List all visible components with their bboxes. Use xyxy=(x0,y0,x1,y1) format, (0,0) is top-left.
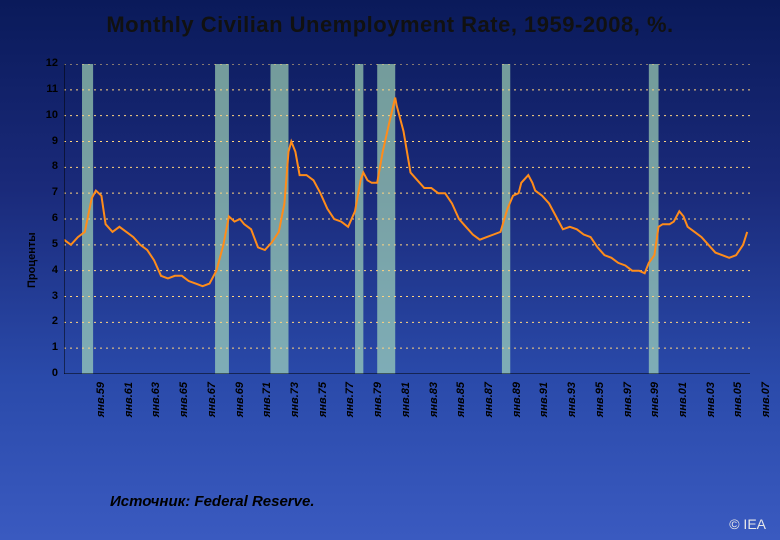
y-tick-label: 12 xyxy=(30,57,58,69)
x-tick-label: янв.71 xyxy=(261,382,273,417)
x-tick-label: янв.59 xyxy=(95,382,107,417)
x-tick-label: янв.91 xyxy=(539,382,551,417)
x-tick-label: янв.93 xyxy=(566,382,578,417)
y-tick-label: 7 xyxy=(30,186,58,198)
x-tick-label: янв.83 xyxy=(428,382,440,417)
slide: Monthly Civilian Unemployment Rate, 1959… xyxy=(0,0,780,540)
x-tick-label: янв.65 xyxy=(178,382,190,417)
x-tick-label: янв.81 xyxy=(400,382,412,417)
x-tick-label: янв.73 xyxy=(289,382,301,417)
y-tick-label: 9 xyxy=(30,135,58,147)
y-tick-label: 10 xyxy=(30,109,58,121)
x-tick-label: янв.79 xyxy=(372,382,384,417)
chart-plot xyxy=(64,64,750,374)
x-tick-label: янв.99 xyxy=(649,382,661,417)
y-tick-label: 0 xyxy=(30,367,58,379)
y-tick-label: 4 xyxy=(30,264,58,276)
x-tick-label: янв.97 xyxy=(622,382,634,417)
x-tick-label: янв.61 xyxy=(123,382,135,417)
x-tick-label: янв.89 xyxy=(511,382,523,417)
y-tick-label: 6 xyxy=(30,212,58,224)
y-tick-label: 1 xyxy=(30,341,58,353)
x-tick-label: янв.69 xyxy=(234,382,246,417)
y-tick-label: 5 xyxy=(30,238,58,250)
y-tick-label: 3 xyxy=(30,290,58,302)
source-text: Источник: Federal Reserve. xyxy=(110,493,315,510)
x-tick-label: янв.07 xyxy=(760,382,772,417)
chart-container: Проценты 0123456789101112 янв.59янв.61ян… xyxy=(18,58,762,438)
y-tick-label: 11 xyxy=(30,83,58,95)
x-tick-label: янв.63 xyxy=(150,382,162,417)
x-tick-label: янв.77 xyxy=(345,382,357,417)
chart-svg xyxy=(64,64,750,374)
chart-title: Monthly Civilian Unemployment Rate, 1959… xyxy=(0,12,780,38)
x-tick-label: янв.87 xyxy=(483,382,495,417)
y-tick-label: 8 xyxy=(30,160,58,172)
x-tick-label: янв.01 xyxy=(677,382,689,417)
x-tick-label: янв.67 xyxy=(206,382,218,417)
x-tick-label: янв.75 xyxy=(317,382,329,417)
x-tick-label: янв.85 xyxy=(455,382,467,417)
x-tick-label: янв.03 xyxy=(705,382,717,417)
copyright-text: © IEA xyxy=(729,516,766,532)
y-tick-label: 2 xyxy=(30,315,58,327)
x-tick-label: янв.05 xyxy=(733,382,745,417)
x-tick-label: янв.95 xyxy=(594,382,606,417)
